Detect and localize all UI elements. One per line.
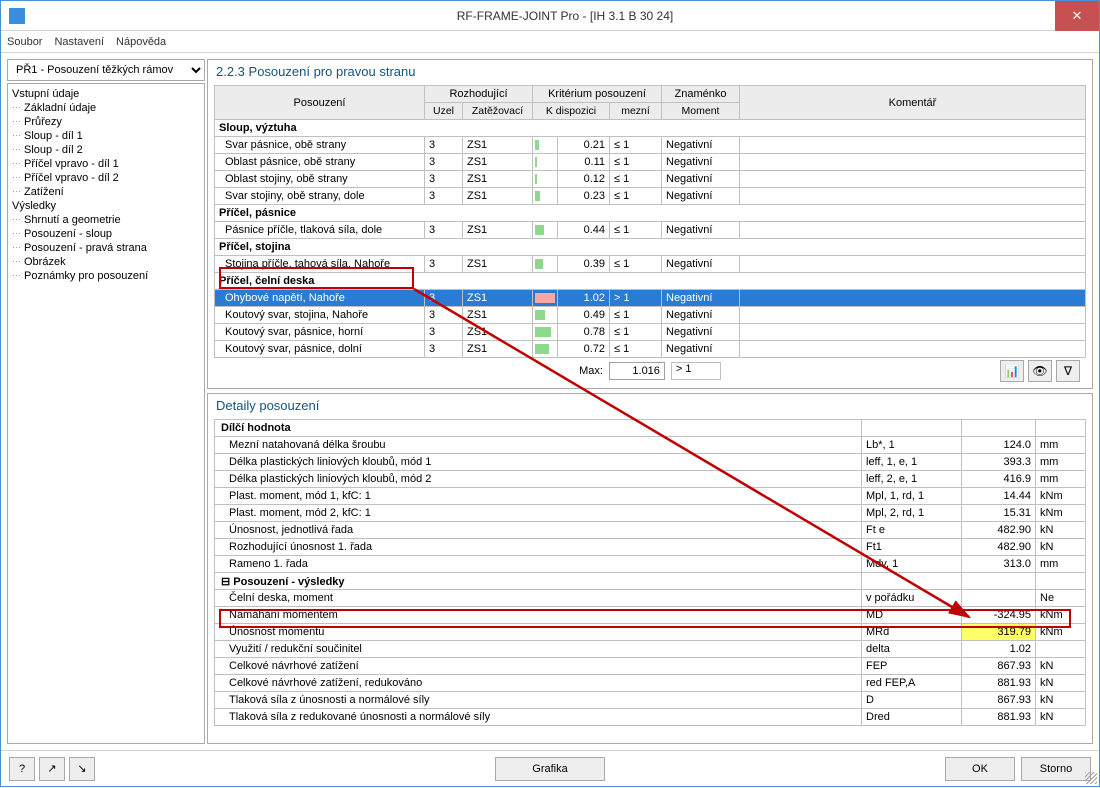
storno-button[interactable]: Storno xyxy=(1021,757,1091,781)
detail-row: Plast. moment, mód 1, kfC: 1Mpl, 1, rd, … xyxy=(215,488,1086,505)
th-moment: Moment xyxy=(662,103,740,120)
import-button[interactable]: ↘ xyxy=(69,757,95,781)
tree-item[interactable]: Obrázek xyxy=(10,255,202,269)
table-row[interactable]: Příčel, stojina xyxy=(215,239,1086,256)
tree-item[interactable]: Průřezy xyxy=(10,115,202,129)
th-kriterium: Kritérium posouzení xyxy=(533,86,662,103)
tree-item[interactable]: Sloup - díl 1 xyxy=(10,129,202,143)
nav-tree[interactable]: Vstupní údajeZákladní údajePrůřezySloup … xyxy=(7,83,205,744)
table-row[interactable]: Sloup, výztuha xyxy=(215,120,1086,137)
show-button[interactable]: 👁 xyxy=(1028,360,1052,382)
table-row[interactable]: Koutový svar, stojina, Nahoře3ZS10.49≤ 1… xyxy=(215,307,1086,324)
title-bar: RF-FRAME-JOINT Pro - [IH 3.1 B 30 24] ✕ xyxy=(1,1,1099,31)
th-posouzeni: Posouzení xyxy=(215,86,425,120)
detail-row: Tlaková síla z únosnosti a normálové síl… xyxy=(215,692,1086,709)
th-mezni: mezní xyxy=(610,103,662,120)
max-value-input[interactable] xyxy=(609,362,665,380)
details-table: Dílčí hodnotaMezní natahovaná délka šrou… xyxy=(214,419,1086,726)
resize-grip[interactable] xyxy=(1085,772,1097,784)
tree-item[interactable]: Posouzení - pravá strana xyxy=(10,241,202,255)
group-cell: Příčel, stojina xyxy=(215,239,1086,256)
detail-row: Mezní natahovaná délka šroubuLb*, 1124.0… xyxy=(215,437,1086,454)
color-scale-button[interactable]: 📊 xyxy=(1000,360,1024,382)
table-row[interactable]: Stojina příčle, tahová síla, Nahoře3ZS10… xyxy=(215,256,1086,273)
table-row[interactable]: Koutový svar, pásnice, horní3ZS10.78≤ 1N… xyxy=(215,324,1086,341)
ok-button[interactable]: OK xyxy=(945,757,1015,781)
table-row[interactable]: Pásnice příčle, tlaková síla, dole3ZS10.… xyxy=(215,222,1086,239)
footer: ? ↗ ↘ Grafika OK Storno xyxy=(1,750,1099,786)
table-row[interactable]: Příčel, čelní deska xyxy=(215,273,1086,290)
th-rozhodujici: Rozhodující xyxy=(425,86,533,103)
max-row: Max: > 1 📊 👁 ∇ xyxy=(214,358,1086,384)
table-row[interactable]: Svar stojiny, obě strany, dole3ZS10.23≤ … xyxy=(215,188,1086,205)
table-row[interactable]: Příčel, pásnice xyxy=(215,205,1086,222)
export-button[interactable]: ↗ xyxy=(39,757,65,781)
detail-row: Tlaková síla z redukované únosnosti a no… xyxy=(215,709,1086,726)
detail-row: Celkové návrhové zatíženíFEP867.93kN xyxy=(215,658,1086,675)
detail-row: Únosnost momentuMRd319.79kNm xyxy=(215,624,1086,641)
posouzeni-title: 2.2.3 Posouzení pro pravou stranu xyxy=(208,60,1092,85)
max-label: Max: xyxy=(579,365,603,377)
tree-item[interactable]: Příčel vpravo - díl 2 xyxy=(10,171,202,185)
case-dropdown[interactable]: PŘ1 - Posouzení těžkých rámov xyxy=(7,59,205,81)
group-cell: Příčel, čelní deska xyxy=(215,273,1086,290)
th-uzel: Uzel xyxy=(425,103,463,120)
detail-row: Dílčí hodnota xyxy=(215,420,1086,437)
table-row[interactable]: Ohybové napětí, Nahoře3ZS11.02> 1Negativ… xyxy=(215,290,1086,307)
window-title: RF-FRAME-JOINT Pro - [IH 3.1 B 30 24] xyxy=(31,9,1099,23)
help-button[interactable]: ? xyxy=(9,757,35,781)
th-zatezovaci: Zatěžovací xyxy=(463,103,533,120)
menu-nastaveni[interactable]: Nastavení xyxy=(54,36,104,48)
th-komentar: Komentář xyxy=(740,86,1086,120)
tree-item[interactable]: Poznámky pro posouzení xyxy=(10,269,202,283)
tree-group: Vstupní údaje xyxy=(10,87,202,101)
posouzeni-panel: 2.2.3 Posouzení pro pravou stranu Posouz… xyxy=(207,59,1093,389)
menu-napoveda[interactable]: Nápověda xyxy=(116,36,166,48)
sidebar: PŘ1 - Posouzení těžkých rámov Vstupní úd… xyxy=(7,59,205,744)
grafika-button[interactable]: Grafika xyxy=(495,757,605,781)
detail-row: Únosnost, jednotlivá řadaFt e482.90kN xyxy=(215,522,1086,539)
max-mez: > 1 xyxy=(671,362,721,380)
detail-row: ⊟ Posouzení - výsledky xyxy=(215,573,1086,590)
group-cell: Sloup, výztuha xyxy=(215,120,1086,137)
tree-item[interactable]: Příčel vpravo - díl 1 xyxy=(10,157,202,171)
th-znamenko: Znaménko xyxy=(662,86,740,103)
filter-button[interactable]: ∇ xyxy=(1056,360,1080,382)
detail-row: Délka plastických liniových kloubů, mód … xyxy=(215,471,1086,488)
table-row[interactable]: Oblast pásnice, obě strany3ZS10.11≤ 1Neg… xyxy=(215,154,1086,171)
tree-item[interactable]: Základní údaje xyxy=(10,101,202,115)
detail-row: Využití / redukční součiniteldelta1.02 xyxy=(215,641,1086,658)
app-icon xyxy=(9,8,25,24)
detail-row: Čelní deska, momentv pořádkuNe xyxy=(215,590,1086,607)
table-row[interactable]: Oblast stojiny, obě strany3ZS10.12≤ 1Neg… xyxy=(215,171,1086,188)
tree-item[interactable]: Posouzení - sloup xyxy=(10,227,202,241)
tree-item[interactable]: Shrnutí a geometrie xyxy=(10,213,202,227)
posouzeni-table: Posouzení Rozhodující Kritérium posouzen… xyxy=(214,85,1086,358)
th-kdispozici: K dispozici xyxy=(533,103,610,120)
detail-row: Plast. moment, mód 2, kfC: 1Mpl, 2, rd, … xyxy=(215,505,1086,522)
details-panel: Detaily posouzení Dílčí hodnotaMezní nat… xyxy=(207,393,1093,744)
tree-group: Výsledky xyxy=(10,199,202,213)
detail-row: Namáhání momentemMD-324.95kNm xyxy=(215,607,1086,624)
tree-item[interactable]: Sloup - díl 2 xyxy=(10,143,202,157)
detail-row: Celkové návrhové zatížení, redukovánored… xyxy=(215,675,1086,692)
detail-row: Rozhodující únosnost 1. řadaFt1482.90kN xyxy=(215,539,1086,556)
menu-soubor[interactable]: Soubor xyxy=(7,36,42,48)
group-cell: Příčel, pásnice xyxy=(215,205,1086,222)
table-row[interactable]: Koutový svar, pásnice, dolní3ZS10.72≤ 1N… xyxy=(215,341,1086,358)
detail-row: Rameno 1. řadaMdv, 1313.0mm xyxy=(215,556,1086,573)
close-button[interactable]: ✕ xyxy=(1055,1,1099,31)
table-row[interactable]: Svar pásnice, obě strany3ZS10.21≤ 1Negat… xyxy=(215,137,1086,154)
detail-row: Délka plastických liniových kloubů, mód … xyxy=(215,454,1086,471)
menu-bar: Soubor Nastavení Nápověda xyxy=(1,31,1099,53)
tree-item[interactable]: Zatížení xyxy=(10,185,202,199)
details-title: Detaily posouzení xyxy=(208,394,1092,419)
